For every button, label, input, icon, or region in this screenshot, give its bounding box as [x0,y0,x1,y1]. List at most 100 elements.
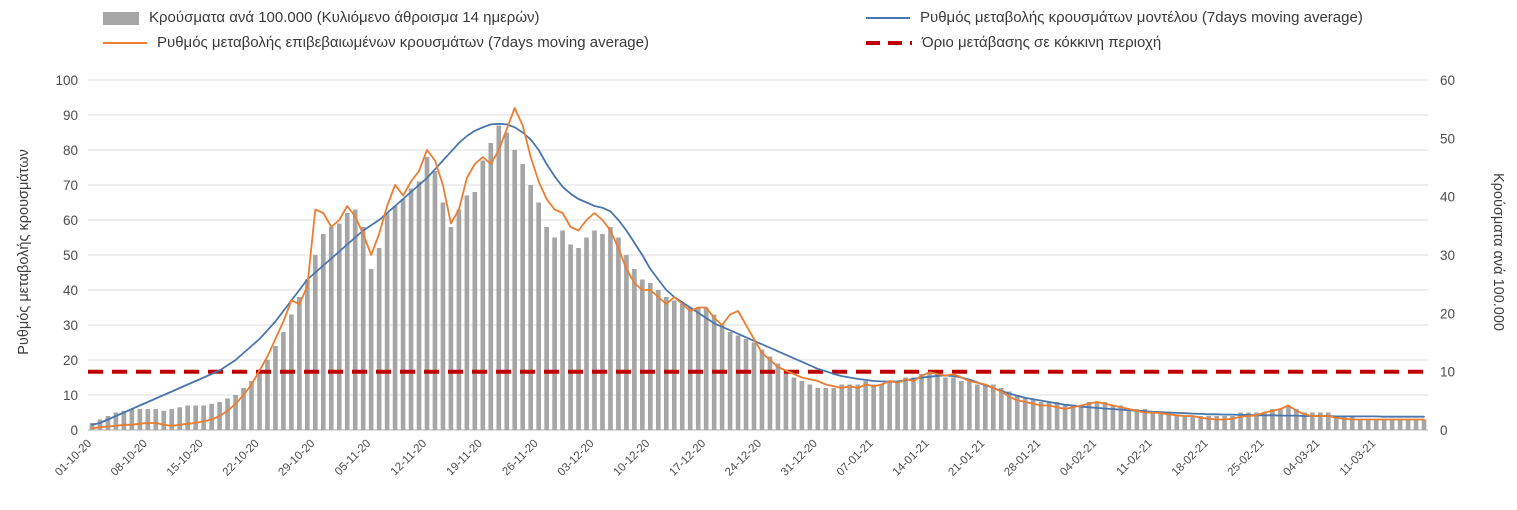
left-axis-tick-label: 20 [63,353,78,368]
bar [520,164,526,430]
bar [1174,416,1180,430]
bar [759,349,765,430]
bar [1190,416,1196,430]
bar [201,405,206,430]
bar [424,157,430,430]
bar [376,248,382,430]
bar [943,377,948,430]
bar [783,370,789,430]
x-axis-tick-label: 25-02-21 [1226,438,1267,479]
right-axis-tick-label: 0 [1440,423,1448,438]
bar [305,279,310,430]
bar [97,419,103,430]
x-axis-tick-label: 19-11-20 [444,438,484,478]
bar [560,230,565,430]
bar [544,227,549,430]
x-axis-tick-label: 11-03-21 [1338,438,1378,478]
bar [408,188,414,430]
x-axis-tick-label: 29-10-20 [276,438,317,479]
bar-series-legend-icon [103,11,139,25]
bar [1006,391,1012,430]
bar [735,335,741,430]
bar [1062,405,1068,430]
bar [472,192,478,430]
bar [161,410,167,431]
orange-line-legend-icon [103,41,147,45]
bar [871,384,876,430]
right-axis-tick-label: 20 [1440,306,1455,321]
bar [1142,409,1148,430]
bar [496,125,502,430]
bar [1054,402,1060,430]
x-axis-tick-label: 07-01-21 [835,438,876,479]
bar [1421,419,1427,430]
bar [1134,409,1140,430]
bar [959,381,964,430]
bar [855,384,861,430]
bar [727,332,733,430]
x-axis-tick-label: 08-10-20 [109,438,150,479]
bar [1405,419,1411,430]
bar [1166,412,1172,430]
bar [241,388,246,430]
bar [1302,412,1307,430]
bar [1078,405,1084,430]
bar [576,248,581,430]
bar [297,297,302,430]
x-axis-tick-label: 22-10-20 [221,438,262,479]
bar [791,377,797,430]
right-axis-tick-label: 60 [1440,73,1455,88]
bar [121,410,127,431]
bar [839,384,845,430]
left-axis-tick-label: 80 [63,143,78,158]
bar [998,388,1004,430]
bar [320,234,326,430]
bar [1381,419,1387,430]
bar [193,405,198,430]
bar [831,388,837,430]
x-axis-tick-label: 15-10-20 [165,438,206,479]
bar [1357,419,1363,430]
legend-label: Όριο μετάβασης σε κόκκινη περιοχή [922,34,1162,51]
x-axis-tick-label: 26-11-20 [500,438,540,478]
right-axis-tick-label: 30 [1440,248,1455,263]
bar [1365,419,1371,430]
bar [1150,412,1156,430]
bar [536,202,541,430]
bar [448,227,454,430]
bar [895,381,900,430]
bar [1022,398,1028,430]
bar [983,384,988,430]
x-axis-tick-label: 03-12-20 [556,438,597,479]
bar [632,269,637,430]
bar [743,339,749,430]
bar [911,377,916,430]
bar [257,370,262,430]
bar [89,423,95,430]
bar [863,381,868,430]
bar [1262,412,1267,430]
bar [1389,419,1395,430]
bar [847,384,853,430]
bar [799,381,805,430]
bar [1030,398,1036,430]
x-axis-tick-label: 24-12-20 [723,438,764,479]
bar [432,171,438,430]
bar [671,300,677,430]
bar [1110,405,1116,430]
bar [624,255,629,430]
bar [1182,416,1188,430]
bar [679,304,685,430]
bar [703,307,709,430]
bar [655,290,661,430]
bar [336,223,342,430]
bar [767,356,773,430]
bar [249,381,254,430]
bar [1094,402,1100,430]
bar [1333,416,1339,430]
right-axis-tick-label: 10 [1440,365,1455,380]
x-axis-tick-label: 31-12-20 [779,438,820,479]
bar [1230,416,1235,430]
